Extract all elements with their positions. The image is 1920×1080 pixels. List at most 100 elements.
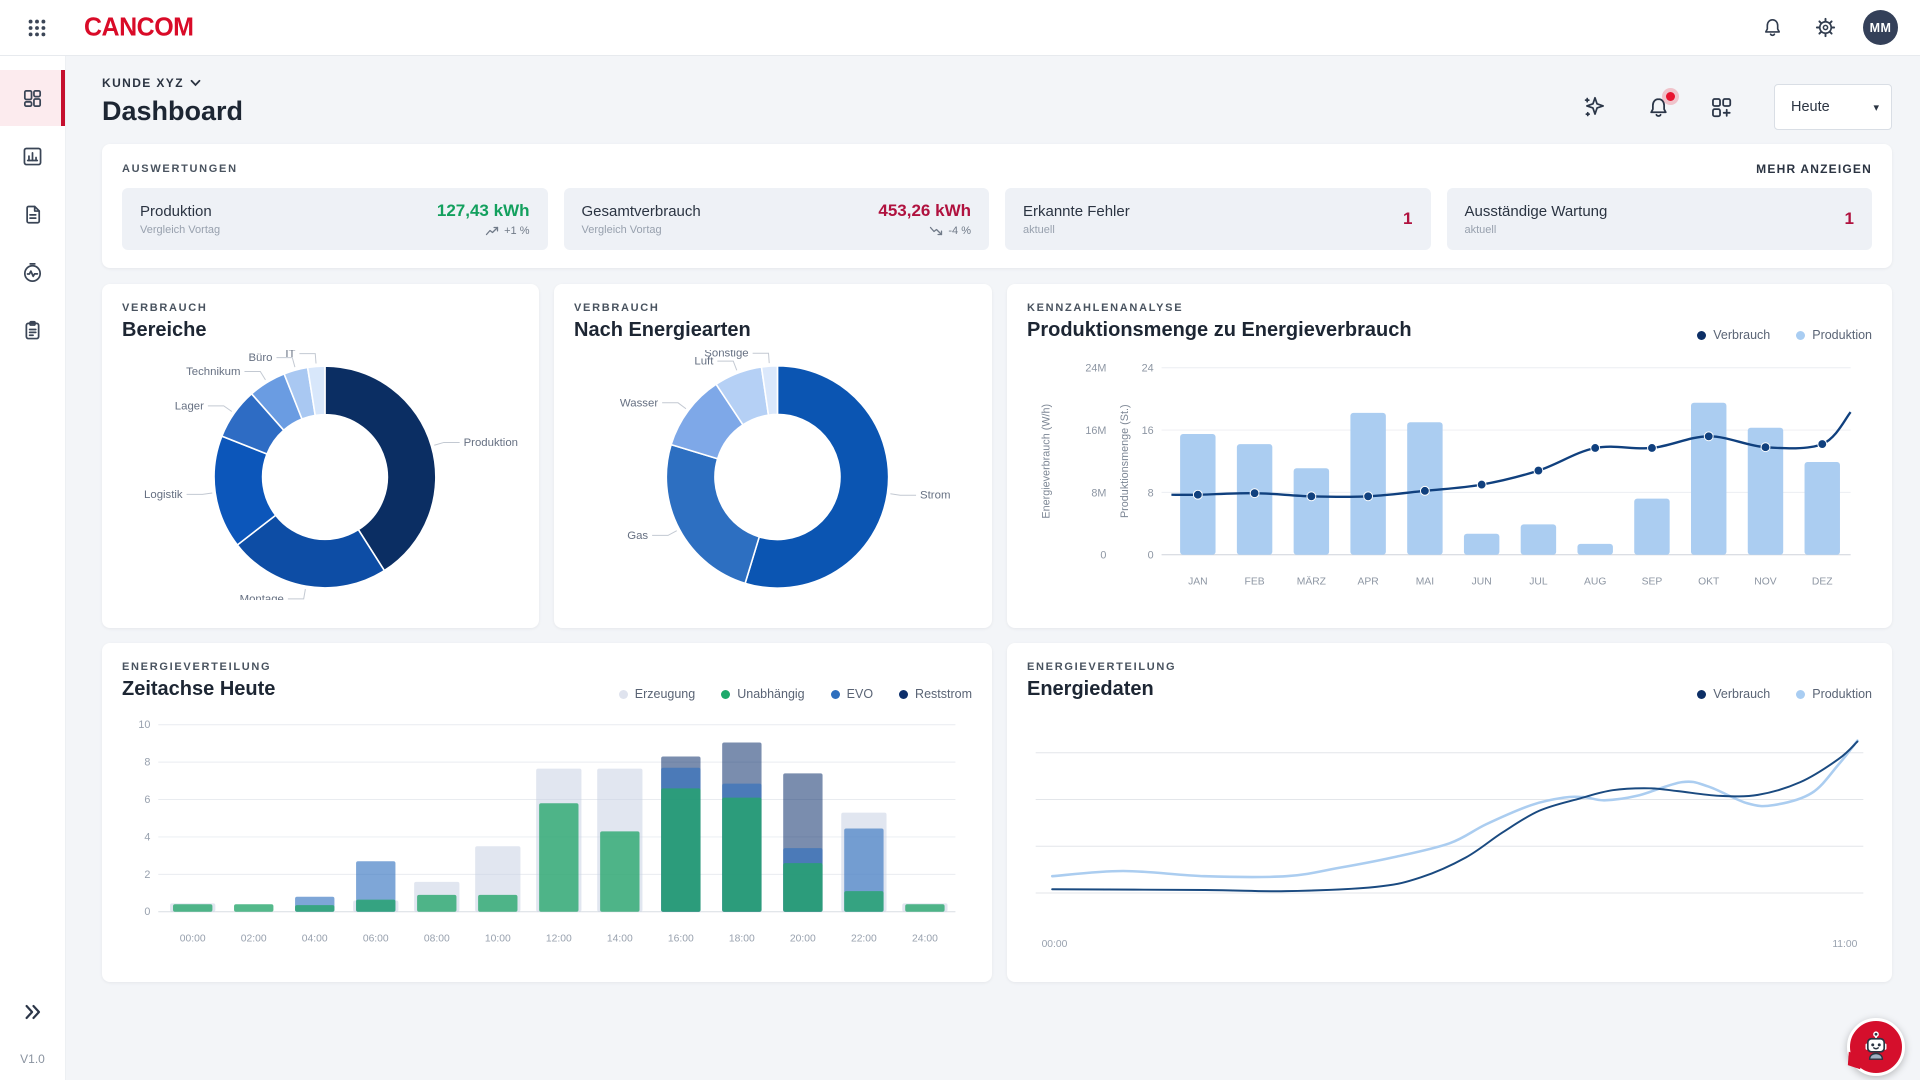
notifications-bell-icon[interactable] [1642, 91, 1675, 124]
line-point-JAN[interactable] [1192, 489, 1203, 500]
legend-unabhängig[interactable]: Unabhängig [721, 687, 805, 701]
bar-unabhängig-14:00[interactable] [600, 831, 640, 912]
energiedaten-line-chart[interactable]: 00:00 11:00 [1027, 709, 1872, 957]
x-tick: 12:00 [546, 933, 572, 944]
legend-evo[interactable]: EVO [830, 687, 873, 701]
sidebar-item-document[interactable] [0, 186, 65, 242]
donut-segment-montage[interactable] [236, 514, 386, 589]
y-tick: 2 [144, 869, 150, 881]
bar-AUG[interactable] [1577, 543, 1613, 555]
bar-unabhängig-10:00[interactable] [478, 894, 518, 912]
add-widget-icon[interactable] [1705, 91, 1738, 124]
bar-SEP[interactable] [1634, 498, 1670, 555]
bar-unabhängig-02:00[interactable] [234, 904, 274, 912]
bar-evo-06:00[interactable] [356, 861, 396, 912]
donut-label-sonstige: Sonstige [704, 350, 748, 360]
line-point-MAI[interactable] [1419, 485, 1430, 496]
line-point-OKT[interactable] [1703, 431, 1714, 442]
kennzahlen-combo-chart[interactable]: 0 8M 16M 24M 0 8 16 24 Energieverbrauch (W/h) Pro… [1027, 350, 1872, 602]
zeitachse-bar-chart[interactable]: 0 2 4 6 8 10 00:00 02:00 04:00 06:00 08:00 10:00 12:… [122, 709, 972, 957]
energiedaten-legend: Verbrauch Produktion [1697, 687, 1872, 701]
sidebar-item-gauge[interactable] [0, 244, 65, 300]
bell-icon[interactable] [1757, 12, 1788, 43]
kpi-card-1: Gesamtverbrauch Vergleich Vortag 453,26 kW… [563, 188, 989, 250]
legend-produktion[interactable]: Produktion [1796, 328, 1872, 342]
donut-segment-sonstige[interactable] [760, 365, 779, 417]
bar-OKT[interactable] [1691, 402, 1727, 555]
donut-segment-it[interactable] [306, 365, 326, 417]
donut-segment-produktion[interactable] [324, 365, 437, 572]
sparkles-icon[interactable] [1578, 90, 1612, 124]
bar-MÄRZ[interactable] [1293, 468, 1330, 555]
line-point-DEZ[interactable] [1817, 439, 1828, 450]
bar-JUN[interactable] [1463, 533, 1500, 555]
x-tick: 00:00 [180, 933, 206, 944]
line-point-SEP[interactable] [1647, 443, 1657, 453]
bar-APR[interactable] [1350, 412, 1386, 555]
date-range-select[interactable]: Heute ▾ [1774, 84, 1892, 130]
y-tick-inner: 16 [1142, 425, 1154, 437]
date-range-value: Heute [1791, 99, 1830, 115]
legend-erzeugung[interactable]: Erzeugung [618, 687, 695, 701]
page-title: Dashboard [102, 96, 244, 126]
legend-verbrauch[interactable]: Verbrauch [1697, 328, 1770, 342]
kpi-value: 453,26 kWh [878, 201, 971, 220]
cancom-logo[interactable]: CANCOM [84, 12, 194, 42]
legend-reststrom[interactable]: Reststrom [899, 687, 972, 701]
show-more-link[interactable]: MEHR ANZEIGEN [1756, 162, 1872, 176]
bar-chart-icon [23, 147, 42, 165]
bar-unabhängig-24:00[interactable] [905, 904, 945, 912]
bar-unabhängig-08:00[interactable] [417, 894, 457, 912]
label-connector [434, 441, 460, 446]
gear-icon[interactable] [1810, 12, 1841, 43]
legend-produktion[interactable]: Produktion [1796, 687, 1872, 701]
x-tick: 10:00 [485, 933, 511, 944]
x-tick: APR [1358, 576, 1379, 587]
legend-verbrauch[interactable]: Verbrauch [1697, 687, 1770, 701]
sidebar-item-dashboard[interactable] [0, 70, 65, 126]
donut-segment-strom[interactable] [744, 365, 890, 589]
sidebar-item-clipboard[interactable] [0, 302, 65, 358]
bar-NOV[interactable] [1747, 427, 1784, 555]
y-tick: 0 [144, 906, 150, 918]
bar-unabhängig-04:00[interactable] [295, 905, 335, 912]
line-point-JUL[interactable] [1533, 465, 1544, 476]
main-content: KUNDE XYZ Dashboard [66, 56, 1920, 1080]
kpi-eyebrow: AUSWERTUNGEN [122, 163, 238, 175]
user-avatar[interactable]: MM [1863, 10, 1898, 45]
bereiche-donut-chart[interactable]: Produktion Montage Logistik Lager Technikum B… [122, 350, 519, 600]
kennzahlen-legend: Verbrauch Produktion [1697, 328, 1872, 342]
apps-grid-icon[interactable] [22, 13, 52, 43]
y-tick-inner: 8 [1148, 487, 1154, 499]
line-point-APR[interactable] [1363, 491, 1374, 502]
bar-unabhängig-12:00[interactable] [539, 803, 579, 912]
line-point-FEB[interactable] [1249, 488, 1260, 499]
kpi-title: Gesamtverbrauch [581, 202, 701, 220]
x-tick: 08:00 [424, 933, 450, 944]
y-axis-label-inner: Produktionsmenge (St.) [1119, 404, 1131, 518]
line-point-MÄRZ[interactable] [1306, 491, 1317, 502]
bar-DEZ[interactable] [1804, 462, 1840, 555]
line-point-NOV[interactable] [1760, 442, 1771, 453]
bar-unabhängig-06:00[interactable] [356, 899, 396, 912]
bar-evo-22:00[interactable] [844, 828, 884, 912]
bar-unabhängig-20:00[interactable] [783, 863, 823, 912]
bar-FEB[interactable] [1236, 444, 1273, 555]
bar-unabhängig-00:00[interactable] [173, 904, 213, 912]
customer-selector[interactable]: KUNDE XYZ [102, 76, 243, 90]
bar-unabhängig-16:00[interactable] [661, 788, 701, 912]
bar-unabhängig-22:00[interactable] [844, 891, 884, 912]
kpi-value: 1 [1403, 209, 1413, 228]
chatbot-button[interactable] [1847, 1018, 1905, 1076]
customer-name: KUNDE XYZ [102, 76, 184, 90]
line-point-AUG[interactable] [1590, 443, 1601, 453]
x-label-end: 11:00 [1832, 939, 1857, 950]
sidebar-item-bar-chart[interactable] [0, 128, 65, 184]
sidebar-expand-icon[interactable] [18, 998, 48, 1026]
bar-unabhängig-18:00[interactable] [722, 797, 762, 912]
bar-JUL[interactable] [1520, 524, 1557, 555]
line-point-JUN[interactable] [1476, 479, 1487, 490]
donut-segment-gas[interactable] [665, 443, 761, 585]
panel-zeitachse: ENERGIEVERTEILUNG Zeitachse Heute Erzeug… [102, 643, 992, 982]
